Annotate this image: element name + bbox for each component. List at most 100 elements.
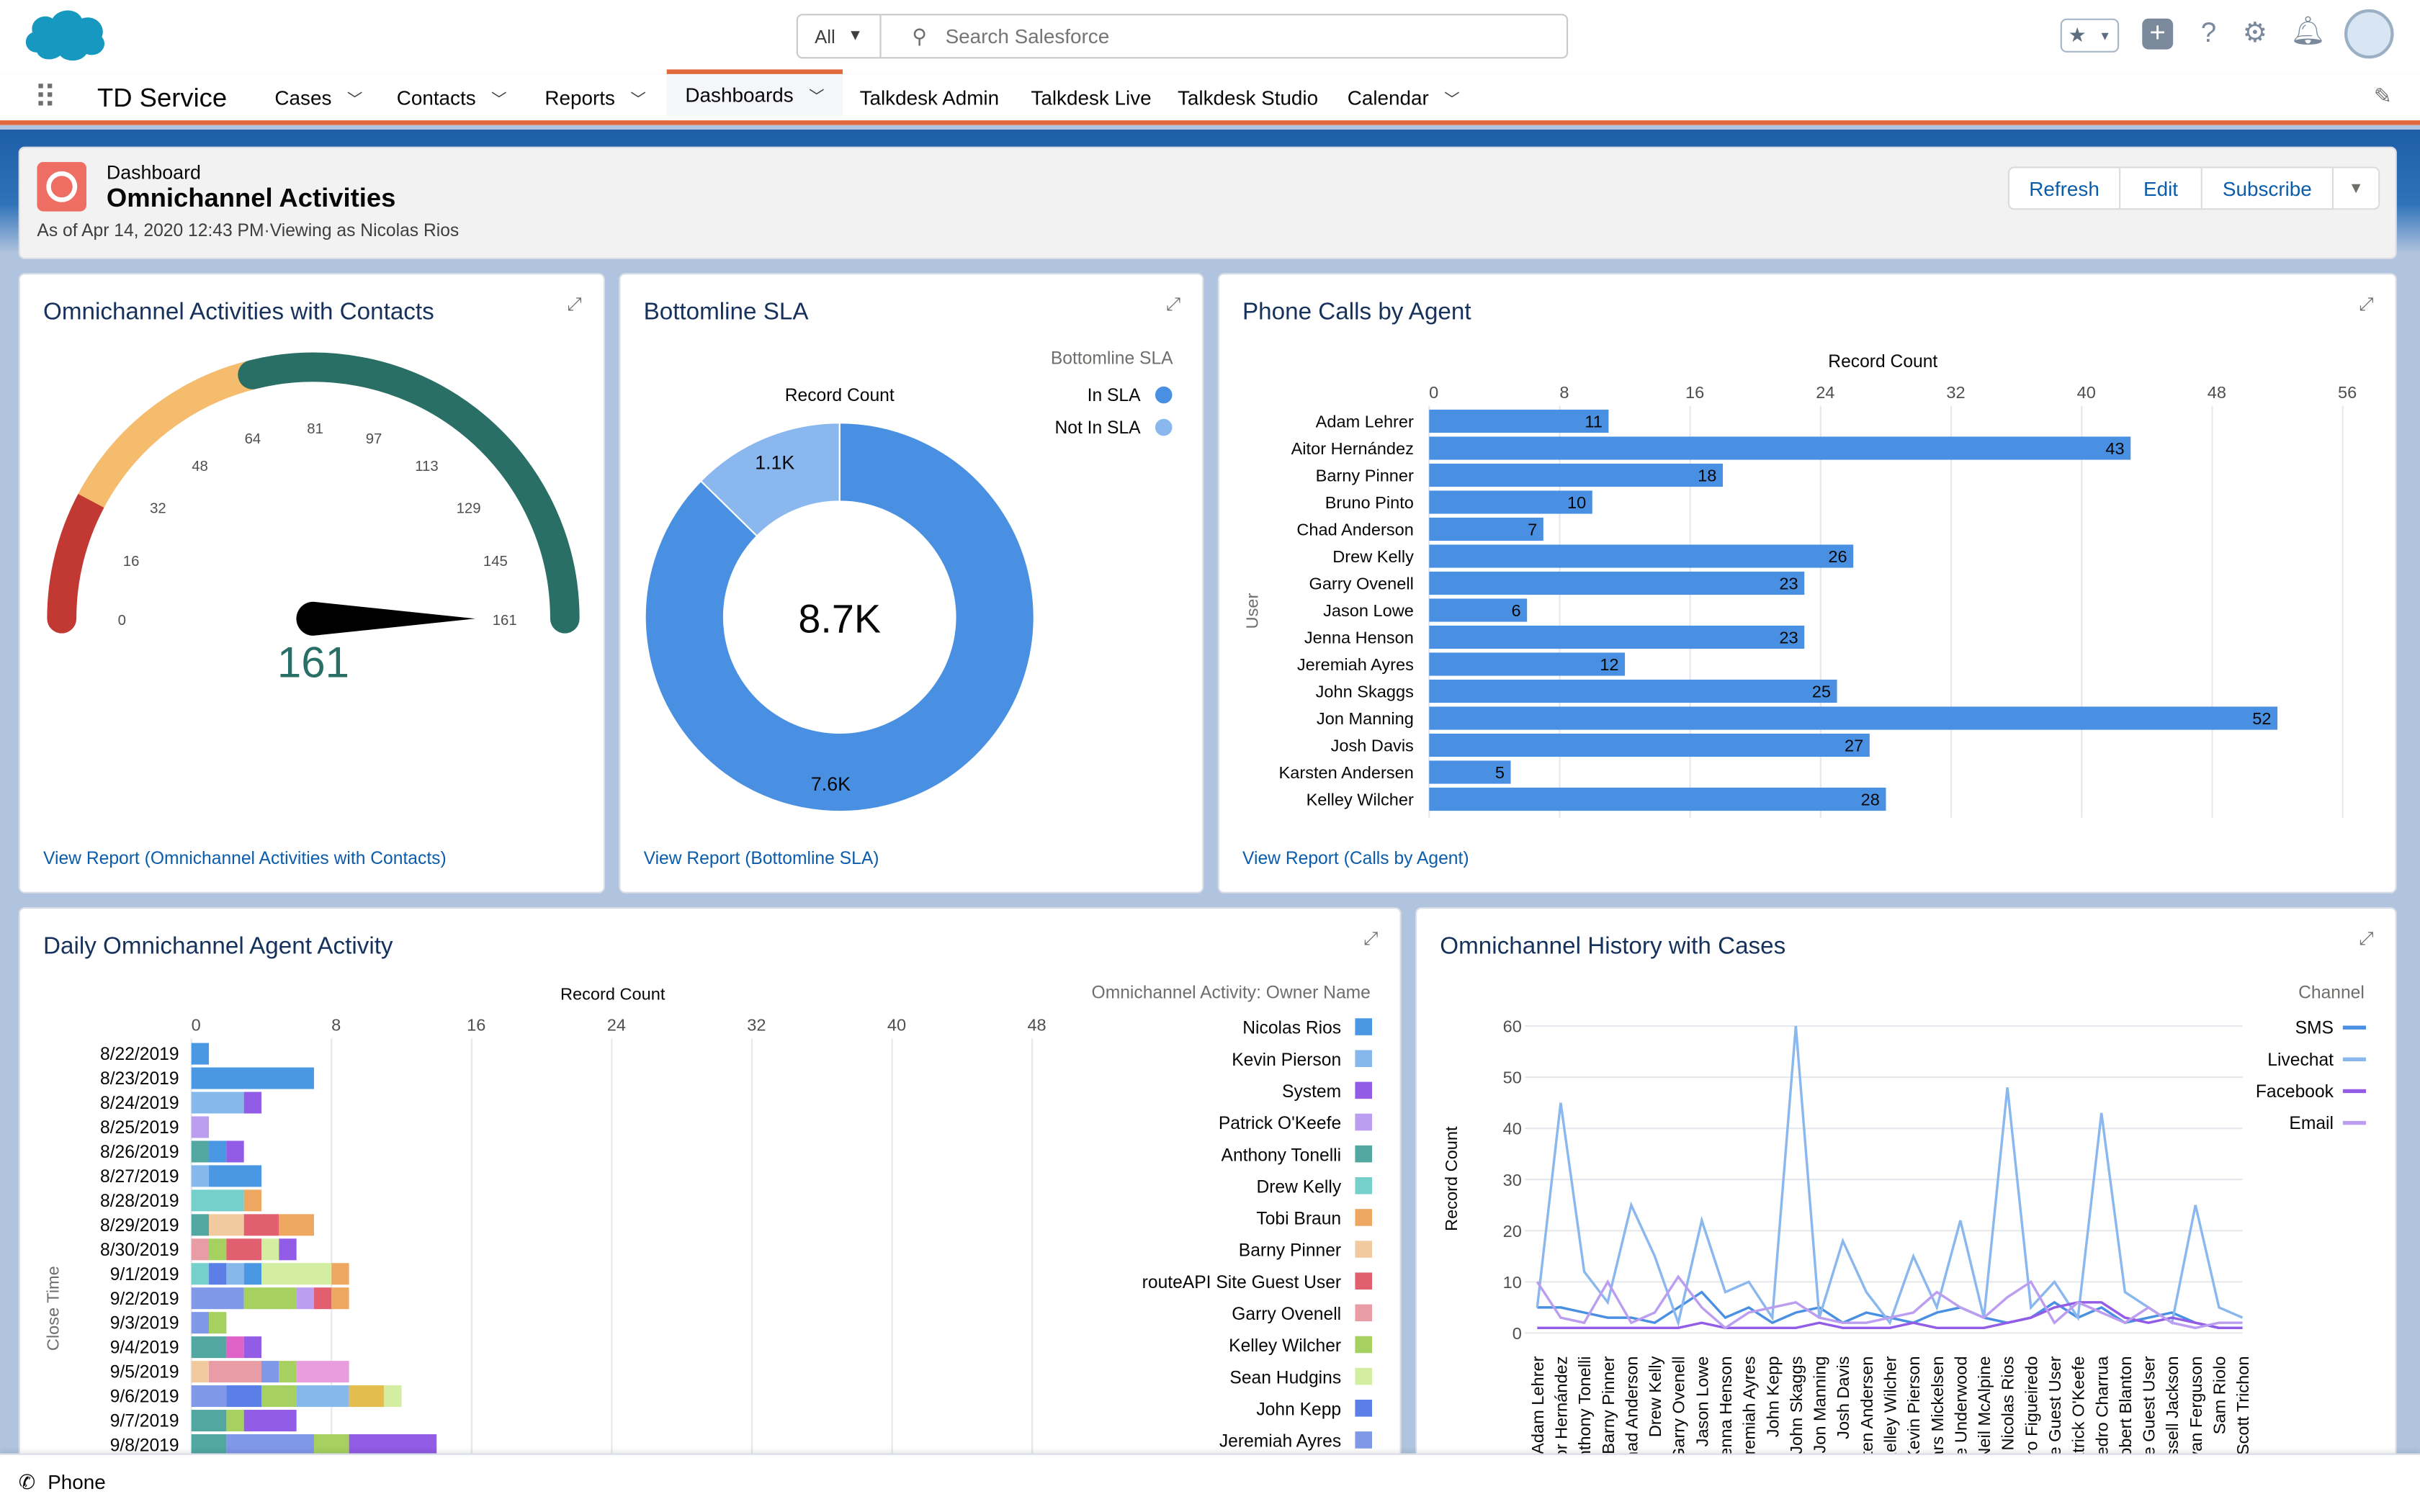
dashboard-header: Dashboard Omnichannel Activities As of A… [18,146,2397,259]
chevron-down-icon[interactable]: ﹀ [1444,91,1460,109]
expand-icon[interactable]: ⤢ [2359,927,2374,949]
refresh-button[interactable]: Refresh [2007,166,2121,210]
help-icon[interactable]: ? [2200,17,2217,48]
view-report-link[interactable]: View Report (Calls by Agent) [1242,850,1469,869]
category-label: Adam Lehrer [1528,1356,1547,1454]
expand-icon[interactable]: ⤢ [1165,293,1181,315]
category-label: Aitor Hernández [1291,439,1414,458]
bar-segment [191,1410,227,1432]
bar [1429,706,2278,730]
gauge-tick-label: 48 [192,459,208,474]
bar-segment [191,1067,314,1089]
category-label: 9/8/2019 [110,1436,179,1456]
bar-segment [243,1092,261,1114]
view-report-link[interactable]: View Report (Omnichannel Activities with… [43,850,447,869]
tick-label: 56 [2338,383,2357,402]
more-actions-button[interactable]: ▼ [2334,166,2380,210]
legend-label: In SLA [1088,386,1141,405]
tab-contacts[interactable]: Contacts ﹀ [397,74,507,120]
search-scope-dropdown[interactable]: All ▼ [798,15,882,58]
chevron-down-icon[interactable]: ﹀ [491,91,507,109]
bar-segment [191,1361,210,1383]
bar-segment [226,1410,244,1432]
tab-label: Dashboards [685,83,794,107]
category-label: 9/7/2019 [110,1412,179,1431]
bar [1429,625,1805,649]
edit-button[interactable]: Edit [2120,166,2202,210]
category-label: 8/28/2019 [100,1192,179,1211]
legend-swatch [1355,1113,1372,1131]
legend-swatch [1355,1241,1372,1258]
data-label: 23 [1779,575,1798,593]
tab-talkdesk-live[interactable]: Talkdesk Live [1031,74,1151,120]
favorites-button[interactable]: ★ ▼ [2060,18,2120,53]
edit-nav-pencil-icon[interactable]: ✎ [2373,83,2392,108]
gauge-needle [296,601,475,636]
legend-label: Garry Ovenell [1232,1305,1341,1324]
search-input[interactable] [945,24,1532,48]
data-label: 12 [1600,655,1618,674]
bar-segment [191,1238,210,1261]
expand-icon[interactable]: ⤢ [567,293,582,315]
chevron-down-icon[interactable]: ﹀ [346,91,363,109]
bar-segment [349,1434,437,1456]
tab-reports[interactable]: Reports ﹀ [544,74,645,120]
bar-segment [331,1287,349,1310]
global-search[interactable]: All ▼ ⚲ [796,14,1569,59]
tab-dashboards[interactable]: Dashboards ﹀ [666,69,843,116]
legend-swatch [1355,1145,1372,1163]
tick-label: 40 [887,1015,906,1034]
tick-label: 0 [192,1015,201,1034]
setup-gear-icon[interactable]: ⚙ [2242,17,2268,48]
bar-segment [313,1434,349,1456]
bar-segment [191,1434,227,1456]
axis-label: User [1242,593,1261,629]
gauge-tick-label: 0 [118,613,126,629]
bar-segment [191,1189,244,1212]
subscribe-button[interactable]: Subscribe [2202,166,2334,210]
bar [1429,652,1626,676]
user-avatar[interactable] [2344,9,2394,59]
search-icon: ⚲ [912,24,927,48]
bar-segment [296,1385,349,1408]
tick-label: 24 [607,1015,626,1034]
app-launcher-icon[interactable]: ⠿ [34,81,56,116]
data-label: 7 [1528,521,1537,539]
tab-calendar[interactable]: Calendar ﹀ [1348,74,1460,120]
category-label: Jeremiah Ayres [1297,655,1414,674]
chevron-down-icon[interactable]: ﹀ [630,91,646,109]
category-label: 8/27/2019 [100,1167,179,1187]
gauge-widget: Omnichannel Activities with Contacts ⤢ 0… [18,273,605,894]
bar [1429,490,1592,514]
utility-bar: ✆ Phone [0,1453,2420,1512]
donut-slice [644,422,1035,813]
category-label: Jon Manning [1811,1356,1829,1454]
notifications-bell-icon[interactable]: 🔔︎ [2290,15,2326,47]
data-label: 43 [2105,439,2124,458]
category-label: John Kepp [1763,1356,1782,1438]
category-label: Robert Blanton [2116,1356,2135,1463]
tab-label: Talkdesk Studio [1178,85,1319,109]
donut-widget: Bottomline SLA ⤢ Record Count Bottomline … [619,273,1204,894]
tab-talkdesk-admin[interactable]: Talkdesk Admin [860,74,1000,120]
category-label: 9/1/2019 [110,1265,179,1284]
phone-utility-item[interactable]: ✆ Phone [19,1470,106,1495]
expand-icon[interactable]: ⤢ [2359,293,2374,315]
chevron-down-icon[interactable]: ﹀ [809,89,825,107]
star-icon: ★ [2068,23,2087,47]
bar [1429,463,1723,487]
legend-label: Nicolas Rios [1242,1019,1341,1038]
view-report-link[interactable]: View Report (Bottomline SLA) [643,850,879,869]
category-label: Site Guest User [2140,1356,2159,1462]
category-label: Chad Anderson [1622,1356,1641,1463]
bar-segment [243,1263,261,1285]
add-icon[interactable]: + [2142,18,2174,50]
data-label: 25 [1812,683,1831,701]
tab-cases[interactable]: Cases ﹀ [274,74,362,120]
expand-icon[interactable]: ⤢ [1363,927,1379,949]
legend-swatch [1155,418,1173,436]
tick-label: 40 [1503,1120,1522,1138]
tab-talkdesk-studio[interactable]: Talkdesk Studio [1178,74,1318,120]
salesforce-logo[interactable] [22,6,108,65]
